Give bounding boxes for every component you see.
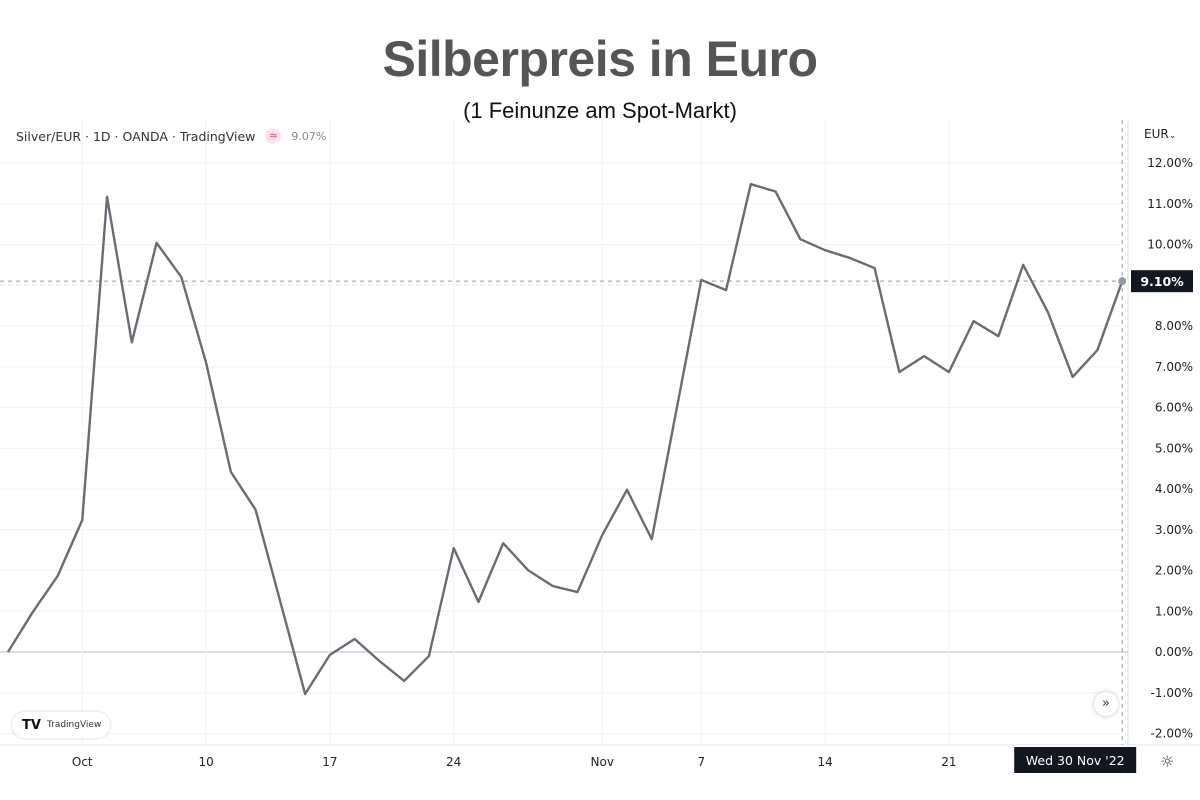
- symbol-label[interactable]: Silver/EUR · 1D · OANDA · TradingView: [16, 128, 256, 144]
- chart-title: Silberpreis in Euro: [382, 31, 818, 87]
- scroll-to-realtime-button[interactable]: »: [1094, 692, 1118, 716]
- x-tick-label: 14: [817, 755, 832, 769]
- last-value-label: 9.10%: [1140, 274, 1184, 289]
- y-tick-label: 10.00%: [1147, 238, 1193, 252]
- last-value-marker: [1118, 277, 1127, 286]
- y-tick-label: 8.00%: [1155, 319, 1193, 333]
- chevron-down-icon: ⌄: [1168, 131, 1177, 141]
- y-tick-label: 12.00%: [1147, 156, 1193, 170]
- crosshair-date-label: Wed 30 Nov '22: [1026, 753, 1125, 768]
- x-tick-label: 24: [446, 755, 461, 769]
- currency-label: EUR: [1144, 127, 1169, 141]
- x-tick-label: 10: [198, 755, 213, 769]
- tradingview-logo-icon: TV: [22, 717, 41, 733]
- y-tick-label: -2.00%: [1151, 727, 1193, 741]
- price-line: [6, 182, 1124, 696]
- crosshair-date-badge: [1014, 747, 1137, 773]
- y-tick-label: 11.00%: [1147, 197, 1193, 211]
- currency-selector[interactable]: EUR⌄: [1144, 127, 1176, 141]
- y-tick-label: 3.00%: [1155, 523, 1193, 537]
- approx-equal-icon: ≈: [265, 128, 282, 144]
- last-value-badge: [1131, 270, 1193, 293]
- y-tick-label: 2.00%: [1155, 564, 1193, 578]
- y-tick-label: 4.00%: [1155, 482, 1193, 496]
- y-tick-label: 1.00%: [1155, 604, 1193, 618]
- chart-subtitle: (1 Feinunze am Spot-Markt): [463, 98, 737, 123]
- y-tick-label: 0.00%: [1155, 645, 1193, 659]
- y-tick-label: -1.00%: [1151, 686, 1193, 700]
- x-tick-label: 21: [941, 755, 956, 769]
- y-tick-label: 7.00%: [1155, 360, 1193, 374]
- settings-icon[interactable]: ☼: [1160, 752, 1175, 771]
- x-tick-label: Oct: [72, 755, 93, 769]
- legend: Silver/EUR · 1D · OANDA · TradingView ≈ …: [16, 128, 326, 144]
- tradingview-logo-text: TradingView: [46, 720, 102, 730]
- x-tick-label: Nov: [591, 755, 614, 769]
- legend-value: 9.07%: [291, 129, 327, 143]
- y-tick-label: 6.00%: [1155, 401, 1193, 415]
- x-tick-label: 17: [322, 755, 337, 769]
- tradingview-logo[interactable]: TV TradingView: [12, 712, 110, 738]
- x-tick-label: 7: [697, 755, 705, 769]
- y-tick-label: 5.00%: [1155, 441, 1193, 455]
